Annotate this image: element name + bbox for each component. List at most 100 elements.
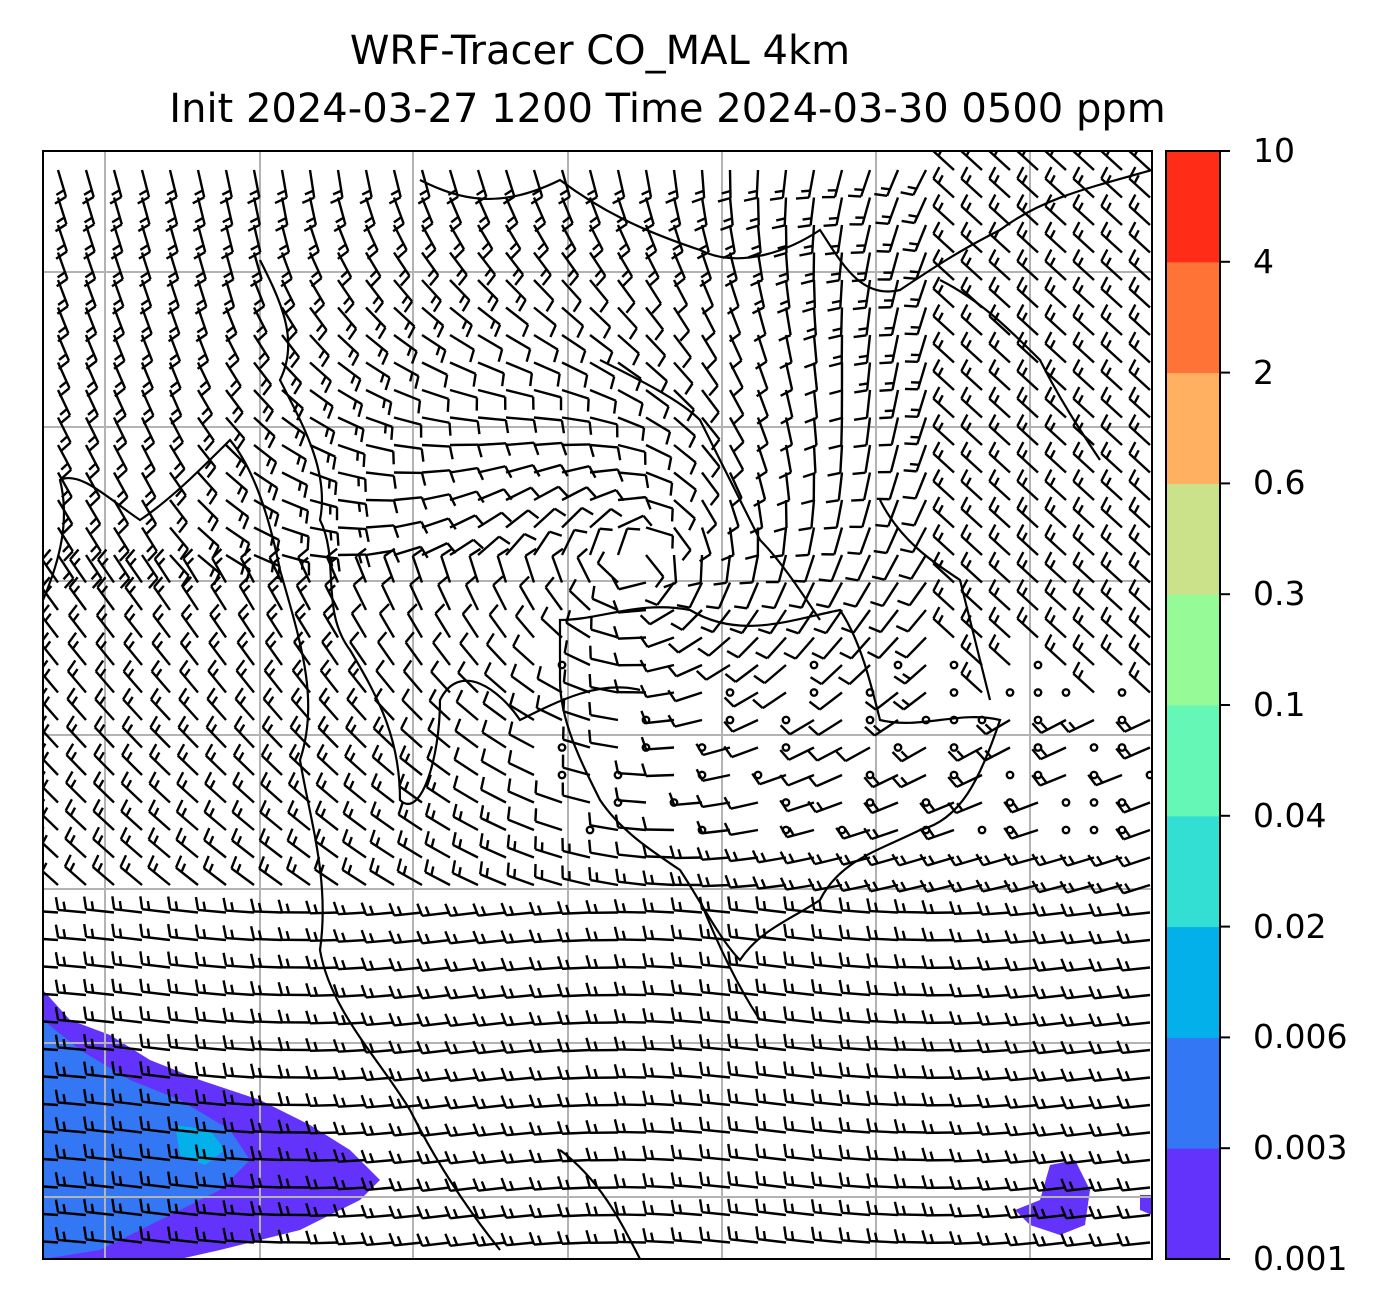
wind-barb	[1016, 359, 1039, 391]
wind-barb	[947, 801, 983, 815]
wind-barb	[1044, 221, 1067, 254]
wind-barb	[976, 1121, 1011, 1136]
wind-barb	[285, 856, 311, 886]
wind-barb	[644, 279, 662, 315]
wind-barb	[560, 528, 588, 556]
wind-barb	[369, 829, 395, 859]
wind-barb	[561, 486, 597, 502]
wind-barb	[866, 1035, 899, 1052]
wind-barb	[524, 547, 537, 583]
wind-barb	[83, 1171, 115, 1189]
wind-barb	[459, 632, 479, 666]
wind-barb	[556, 983, 591, 998]
wind-barb	[453, 746, 479, 777]
wind-barb	[309, 416, 336, 445]
wind-barb	[904, 334, 928, 364]
wind-barb	[585, 955, 619, 970]
wind-barb	[585, 1120, 619, 1135]
wind-barb	[1004, 902, 1039, 917]
wind-barb	[54, 169, 68, 205]
wind-barb	[485, 632, 507, 666]
calm-marker	[1117, 715, 1127, 725]
wind-barb	[811, 636, 843, 660]
wind-barb	[875, 499, 900, 528]
wind-barb	[1059, 718, 1095, 734]
wind-barb	[755, 951, 787, 969]
wind-barb	[755, 978, 787, 997]
wind-barb	[800, 472, 816, 505]
calm-marker	[1089, 798, 1099, 807]
wind-barb	[835, 746, 871, 763]
wind-barb	[1032, 930, 1067, 945]
wind-barb	[293, 631, 311, 666]
wind-barb	[1016, 166, 1039, 199]
wind-barb	[121, 715, 143, 749]
wind-barb	[139, 1061, 171, 1079]
wind-barb	[111, 252, 124, 288]
wind-barb	[932, 194, 955, 226]
wind-barb	[803, 307, 818, 341]
calm-marker	[977, 825, 987, 835]
wind-barb	[43, 937, 59, 942]
wind-barb	[694, 197, 708, 232]
wind-barb	[670, 924, 703, 942]
wind-barb	[313, 856, 339, 886]
calm-marker	[697, 825, 707, 835]
wind-barb	[148, 743, 171, 776]
wind-barb	[617, 495, 652, 510]
wind-barb	[309, 471, 338, 496]
wind-barb	[828, 389, 844, 423]
wind-barb	[769, 169, 788, 201]
wind-barb	[1128, 414, 1151, 446]
wind-barb	[785, 609, 815, 635]
wind-barb	[851, 472, 872, 502]
wind-barb	[1088, 903, 1123, 917]
wind-barb	[863, 879, 899, 893]
wind-barb	[561, 251, 580, 287]
wind-barb	[93, 715, 115, 749]
wind-barb	[92, 771, 115, 804]
wind-barb	[528, 1011, 563, 1026]
calm-marker	[1061, 688, 1071, 697]
wind-barb	[849, 197, 872, 226]
wind-barb	[150, 659, 171, 694]
wind-barb	[800, 252, 816, 285]
wind-barb	[317, 715, 339, 749]
wind-barb	[585, 1147, 619, 1162]
wind-barb	[1016, 151, 1039, 171]
wind-barb	[341, 857, 367, 887]
wind-barb	[122, 659, 143, 694]
wind-barb	[976, 1231, 1011, 1246]
wind-barb	[1116, 1095, 1151, 1110]
wind-barb	[1031, 773, 1067, 787]
wind-barb	[1003, 801, 1039, 814]
wind-barb	[533, 361, 561, 387]
wind-barb	[421, 279, 442, 313]
wind-barb	[921, 1037, 955, 1052]
wind-barb	[670, 952, 703, 969]
wind-barb	[556, 928, 591, 943]
wind-barb	[500, 930, 535, 944]
wind-barb	[56, 499, 74, 535]
wind-barb	[613, 1118, 647, 1134]
wind-barb	[54, 896, 87, 914]
wind-barb	[92, 798, 115, 831]
wind-barb	[194, 1116, 227, 1134]
wind-barb	[700, 499, 718, 535]
wind-barb	[288, 743, 311, 776]
wind-barb	[642, 1035, 675, 1052]
wind-barb	[670, 1227, 703, 1244]
wind-barb	[1100, 331, 1123, 364]
wind-barb	[393, 496, 428, 510]
wind-barb	[838, 1007, 871, 1024]
wind-barb	[194, 1199, 227, 1217]
wind-barb	[1128, 359, 1151, 391]
wind-barb	[507, 749, 535, 777]
wind-barb	[892, 691, 927, 711]
wind-barb	[904, 307, 928, 336]
wind-barb	[43, 770, 59, 804]
wind-barb	[563, 640, 591, 667]
wind-barb	[398, 745, 423, 776]
wind-barb	[672, 279, 689, 315]
wind-barb	[111, 923, 143, 942]
